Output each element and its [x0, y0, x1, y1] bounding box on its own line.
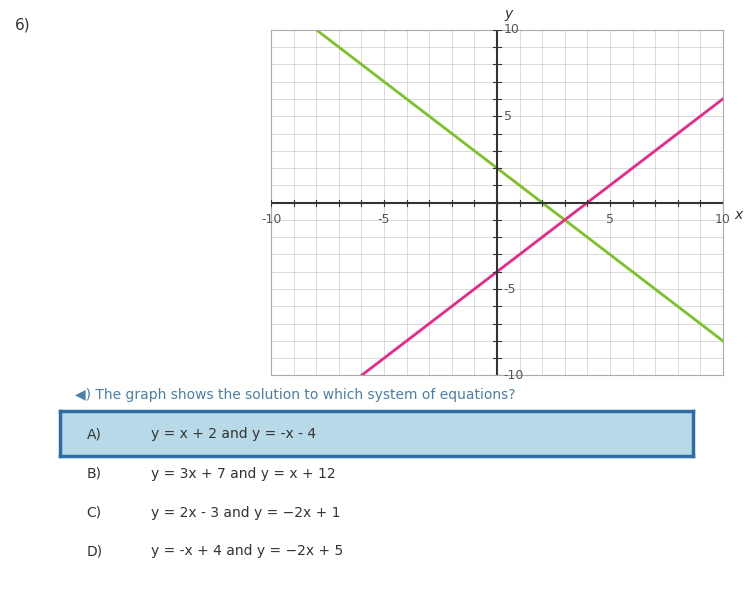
Text: -5: -5 — [378, 213, 390, 226]
Text: 10: 10 — [715, 213, 731, 226]
Text: 5: 5 — [606, 213, 614, 226]
Text: -10: -10 — [261, 213, 282, 226]
Text: 6): 6) — [15, 18, 31, 33]
Text: y: y — [505, 7, 512, 21]
Text: -10: -10 — [504, 369, 524, 382]
Text: 5: 5 — [504, 110, 512, 123]
Text: y = x + 2 and y = -x - 4: y = x + 2 and y = -x - 4 — [151, 427, 316, 441]
Text: C): C) — [87, 506, 102, 520]
Text: D): D) — [87, 545, 102, 558]
Text: A): A) — [87, 427, 102, 441]
Text: x: x — [734, 208, 742, 222]
Text: y = 2x - 3 and y = −2x + 1: y = 2x - 3 and y = −2x + 1 — [151, 506, 340, 520]
Text: ◀︎) The graph shows the solution to which system of equations?: ◀︎) The graph shows the solution to whic… — [75, 389, 516, 402]
Text: B): B) — [87, 467, 102, 481]
Text: y = 3x + 7 and y = x + 12: y = 3x + 7 and y = x + 12 — [151, 467, 335, 481]
Text: y = -x + 4 and y = −2x + 5: y = -x + 4 and y = −2x + 5 — [151, 545, 343, 558]
Text: -5: -5 — [504, 283, 517, 296]
Text: 10: 10 — [504, 23, 520, 36]
